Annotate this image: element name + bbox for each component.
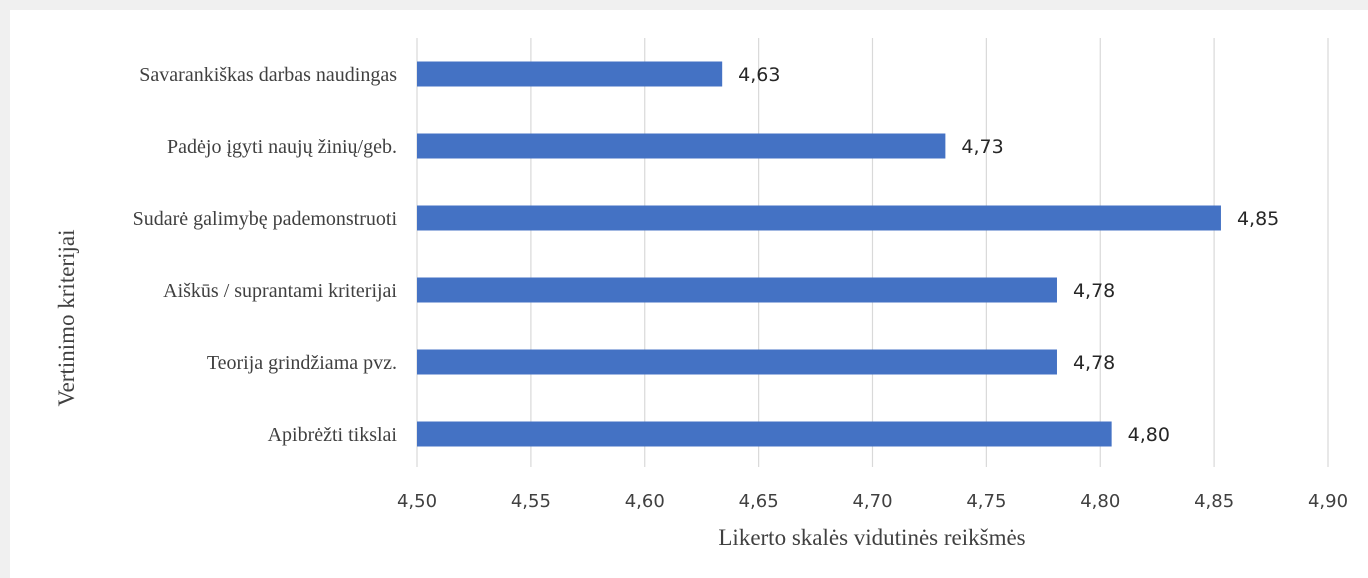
chart-frame: Savarankiškas darbas naudingas Padėjo įgy… bbox=[10, 10, 1368, 578]
x-tick-label: 4,85 bbox=[1194, 491, 1234, 512]
data-label: 4,73 bbox=[961, 136, 1003, 158]
x-tick-label: 4,90 bbox=[1308, 491, 1348, 512]
bar bbox=[417, 349, 1057, 375]
data-label: 4,78 bbox=[1073, 280, 1115, 302]
data-label: 4,80 bbox=[1128, 424, 1170, 446]
data-labels: 4,63 4,73 4,85 4,78 4,78 4,80 bbox=[738, 64, 1279, 446]
x-tick-labels: 4,50 4,55 4,60 4,65 4,70 4,75 4,80 4,85 4,90 bbox=[397, 491, 1348, 512]
x-axis-title: Likerto skalės vidutinės reikšmės bbox=[718, 525, 1025, 550]
gridlines bbox=[416, 38, 1329, 467]
x-tick-label: 4,75 bbox=[966, 491, 1006, 512]
data-label: 4,63 bbox=[738, 64, 780, 86]
category-label: Teorija grindžiama pvz. bbox=[207, 352, 397, 374]
y-axis-title: Vertinimo kriterijai bbox=[54, 230, 79, 407]
category-labels: Savarankiškas darbas naudingas Padėjo įgy… bbox=[133, 64, 398, 446]
bar bbox=[417, 133, 946, 159]
bar bbox=[417, 277, 1057, 303]
data-label: 4,78 bbox=[1073, 352, 1115, 374]
bar bbox=[417, 205, 1221, 231]
x-tick-label: 4,70 bbox=[852, 491, 892, 512]
data-label: 4,85 bbox=[1237, 208, 1279, 230]
x-tick-label: 4,55 bbox=[511, 491, 551, 512]
bar bbox=[417, 421, 1112, 447]
category-label: Padėjo įgyti naujų žinių/geb. bbox=[167, 136, 397, 158]
bar bbox=[417, 61, 723, 87]
x-tick-label: 4,65 bbox=[739, 491, 779, 512]
x-tick-label: 4,50 bbox=[397, 491, 437, 512]
category-label: Apibrėžti tikslai bbox=[268, 424, 398, 446]
category-label: Aiškūs / suprantami kriterijai bbox=[163, 280, 397, 302]
bars bbox=[417, 61, 1221, 447]
x-tick-label: 4,60 bbox=[625, 491, 665, 512]
category-label: Sudarė galimybę pademonstruoti bbox=[133, 208, 398, 230]
x-tick-label: 4,80 bbox=[1080, 491, 1120, 512]
category-label: Savarankiškas darbas naudingas bbox=[139, 64, 397, 86]
bar-chart: Savarankiškas darbas naudingas Padėjo įgy… bbox=[54, 38, 1348, 550]
